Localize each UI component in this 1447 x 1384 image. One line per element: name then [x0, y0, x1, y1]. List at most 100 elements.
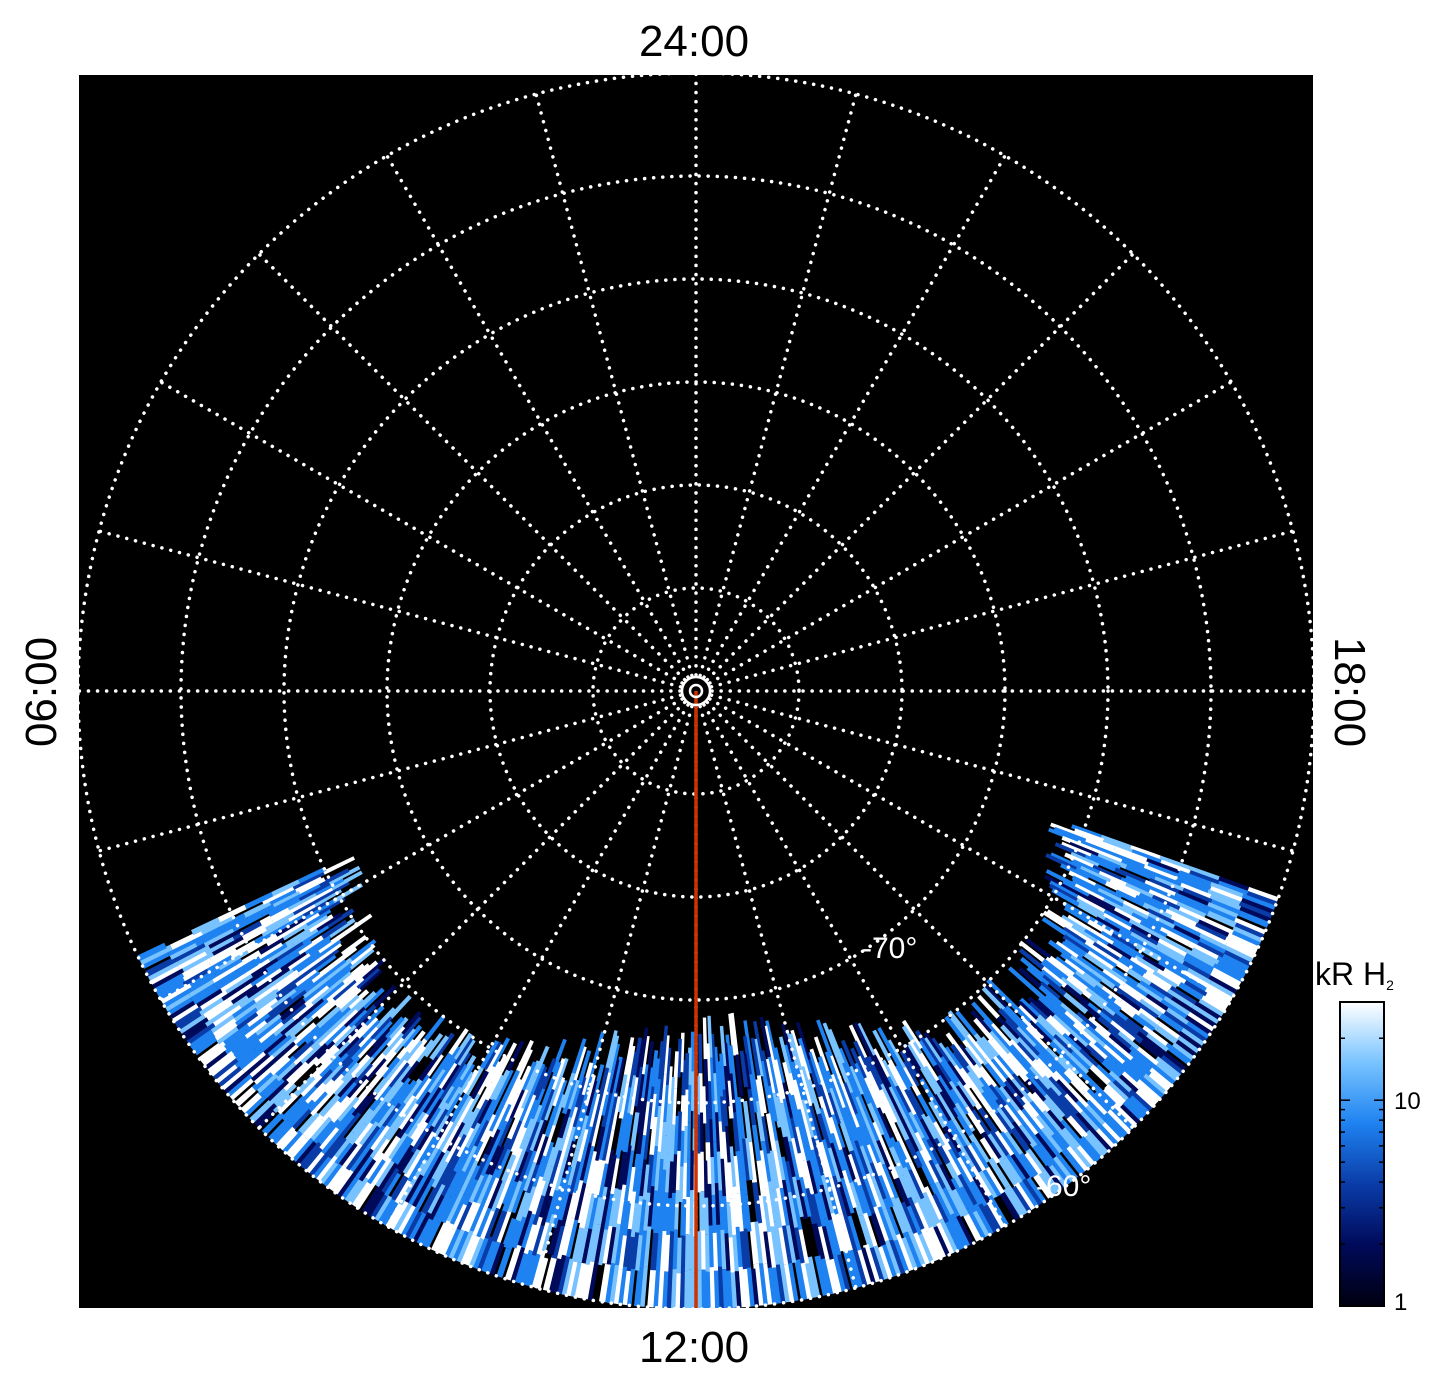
emission-cell — [327, 1094, 350, 1120]
emission-cell — [962, 1084, 983, 1111]
emission-cell — [469, 1098, 489, 1130]
emission-cell — [1051, 1162, 1071, 1186]
emission-cell — [254, 987, 279, 1007]
emission-cell — [865, 1090, 882, 1121]
emission-cell — [966, 1039, 989, 1066]
emission-cell — [419, 1082, 441, 1110]
emission-cell — [1178, 982, 1204, 1001]
emission-cell — [1163, 955, 1189, 973]
local-time-meridian — [159, 697, 684, 1002]
emission-cell — [403, 1107, 425, 1135]
emission-cell — [265, 953, 291, 972]
emission-cell — [425, 1150, 445, 1181]
emission-cell — [869, 1084, 886, 1115]
emission-cell — [269, 888, 297, 905]
emission-cell — [1061, 835, 1093, 852]
emission-cell — [520, 1076, 537, 1109]
emission-cell — [1017, 1000, 1039, 1021]
emission-cell — [447, 1228, 465, 1260]
emission-cell — [1118, 1074, 1139, 1094]
emission-cell — [540, 1166, 554, 1197]
emission-cell — [994, 1098, 1015, 1125]
emission-cell — [880, 1101, 899, 1134]
emission-cell — [1084, 854, 1117, 872]
emission-cell — [1120, 877, 1151, 894]
emission-cell — [797, 1045, 811, 1081]
emission-cell — [698, 1033, 703, 1074]
emission-cell — [255, 996, 278, 1016]
emission-cell — [1071, 1147, 1092, 1170]
emission-cell — [331, 1024, 352, 1044]
emission-cell — [271, 879, 300, 897]
emission-cell — [513, 1137, 531, 1172]
emission-cell — [1223, 950, 1252, 968]
emission-cell — [399, 1205, 420, 1237]
emission-cell — [530, 1179, 546, 1215]
emission-cell — [169, 930, 203, 950]
emission-cell — [858, 1145, 875, 1179]
emission-cell — [1096, 969, 1121, 989]
emission-cell — [823, 1176, 839, 1215]
emission-cell — [955, 1080, 977, 1108]
emission-cell — [1068, 1029, 1089, 1049]
emission-cell — [436, 1085, 455, 1110]
emission-cell — [1028, 1065, 1051, 1091]
emission-cell — [876, 1206, 894, 1242]
emission-cell — [838, 1047, 855, 1081]
emission-cell — [200, 915, 234, 935]
emission-cell — [341, 935, 368, 957]
emission-cell — [396, 1150, 415, 1175]
emission-cell — [1010, 1127, 1030, 1152]
emission-cell — [434, 1120, 454, 1150]
emission-cell — [384, 1080, 404, 1104]
emission-cell — [1082, 1091, 1108, 1117]
emission-cell — [894, 1065, 911, 1092]
emission-cell — [311, 1057, 333, 1080]
emission-cell — [496, 1247, 512, 1278]
emission-cell — [1044, 1017, 1065, 1037]
emission-cell — [871, 1121, 888, 1152]
emission-cell — [1090, 1082, 1116, 1108]
emission-cell — [907, 1089, 925, 1116]
emission-cell — [1055, 1154, 1078, 1181]
emission-cell — [1105, 881, 1137, 900]
emission-cell — [1095, 916, 1121, 934]
emission-cell — [1217, 876, 1250, 893]
emission-cell — [272, 1016, 295, 1037]
local-time-meridian — [709, 693, 1295, 853]
emission-cell — [234, 1006, 258, 1026]
emission-cell — [848, 1182, 864, 1217]
emission-cell — [1137, 1086, 1159, 1106]
emission-cell — [405, 1110, 426, 1139]
emission-cell — [1015, 1109, 1039, 1137]
emission-cell — [919, 1197, 938, 1229]
emission-cell — [401, 1148, 421, 1175]
emission-cell — [1128, 1045, 1154, 1068]
emission-cell — [407, 1211, 427, 1241]
emission-cell — [387, 1061, 410, 1088]
emission-cell — [900, 1237, 918, 1271]
emission-cell — [1060, 941, 1084, 959]
emission-cell — [1079, 1136, 1102, 1162]
emission-cell — [423, 1015, 446, 1041]
emission-cell — [401, 1078, 423, 1105]
emission-cell — [333, 1131, 356, 1158]
emission-cell — [521, 1161, 537, 1192]
emission-cell — [317, 896, 346, 916]
emission-cell — [977, 1170, 998, 1200]
emission-cell — [304, 1042, 328, 1065]
emission-cell — [1182, 970, 1209, 989]
emission-cell — [836, 1181, 852, 1217]
emission-cell — [403, 1173, 424, 1203]
emission-cell — [236, 926, 267, 946]
emission-cell — [922, 1186, 943, 1221]
emission-cell — [345, 1035, 365, 1056]
lat-label-70: -70° — [862, 932, 917, 965]
emission-cell — [1032, 1144, 1053, 1169]
emission-cell — [1091, 847, 1123, 864]
emission-cell — [265, 1078, 289, 1102]
emission-cell — [1106, 942, 1132, 961]
emission-cell — [1124, 875, 1155, 892]
emission-cell — [1132, 1013, 1156, 1033]
emission-cell — [302, 899, 329, 918]
